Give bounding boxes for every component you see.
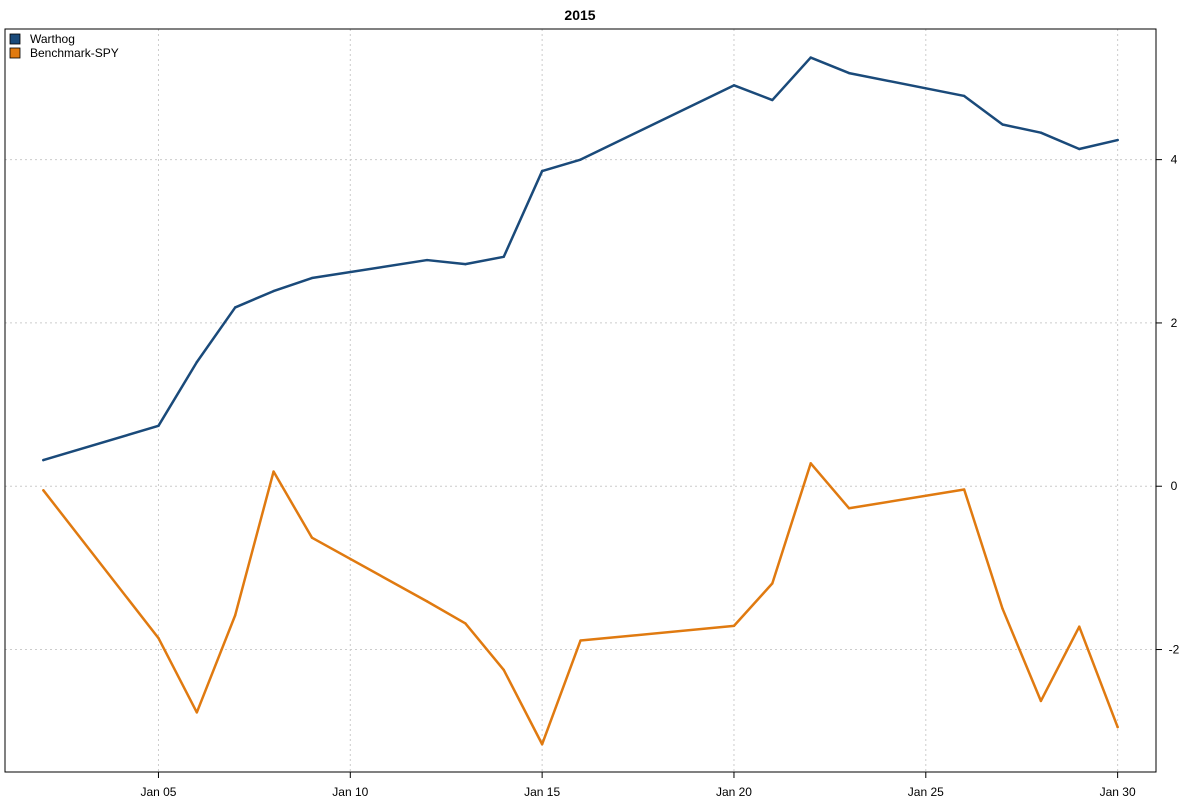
y-tick-label: -2 [1169, 643, 1180, 657]
data-point [540, 169, 544, 173]
data-point [771, 98, 774, 102]
data-point [847, 507, 851, 510]
plot-frame [4, 28, 1157, 773]
legend-swatch [9, 47, 21, 59]
data-point [579, 639, 582, 642]
data-point [962, 488, 966, 491]
data-point [464, 622, 467, 625]
chart-title: 2015 [564, 7, 595, 23]
data-point [42, 458, 45, 462]
data-point [1078, 147, 1081, 151]
x-tick-label: Jan 05 [140, 785, 176, 799]
data-point [1001, 123, 1004, 126]
x-axis: Jan 05 Jan 10 Jan 15 Jan 20 Jan 25 Jan 30 [140, 772, 1136, 799]
data-point [579, 158, 582, 161]
data-point [502, 668, 505, 672]
legend-swatch [9, 33, 21, 45]
data-point [732, 84, 736, 87]
data-point [1039, 131, 1043, 134]
y-tick-label: 2 [1171, 316, 1178, 330]
x-tick-label: Jan 30 [1100, 785, 1136, 799]
data-point [310, 276, 314, 280]
legend-label: Benchmark-SPY [30, 46, 119, 60]
data-point [425, 600, 429, 603]
data-point [847, 71, 851, 75]
x-tick-label: Jan 10 [332, 785, 368, 799]
y-tick-label: 0 [1171, 479, 1178, 493]
data-point [1116, 138, 1119, 142]
data-point [809, 56, 812, 59]
data-point [234, 306, 237, 309]
legend-label: Warthog [30, 32, 75, 46]
data-point [157, 636, 160, 640]
data-point [732, 624, 736, 628]
grid-layer [5, 29, 1156, 772]
series-line-warthog [42, 56, 1119, 462]
data-point [464, 262, 467, 266]
data-point [310, 536, 314, 539]
data-point [1001, 607, 1004, 610]
x-tick-label: Jan 15 [524, 785, 560, 799]
data-point [195, 360, 199, 364]
y-axis: -2 0 2 4 [1156, 153, 1180, 657]
data-point [962, 94, 966, 98]
series-layer [42, 56, 1119, 746]
data-point [809, 462, 812, 465]
data-point [272, 289, 275, 293]
data-point [157, 424, 160, 428]
x-tick-label: Jan 25 [908, 785, 944, 799]
y-tick-label: 4 [1171, 153, 1178, 167]
data-point [1039, 699, 1043, 703]
data-point [195, 711, 199, 714]
data-point [272, 470, 275, 473]
data-point [42, 489, 45, 492]
series-line-benchmark-spy [42, 462, 1119, 746]
data-point [425, 258, 429, 262]
data-point [771, 582, 774, 585]
data-point [1116, 725, 1119, 729]
data-point [502, 255, 505, 258]
x-tick-label: Jan 20 [716, 785, 752, 799]
data-point [234, 614, 237, 617]
data-point [540, 743, 544, 746]
data-point [1078, 625, 1081, 628]
